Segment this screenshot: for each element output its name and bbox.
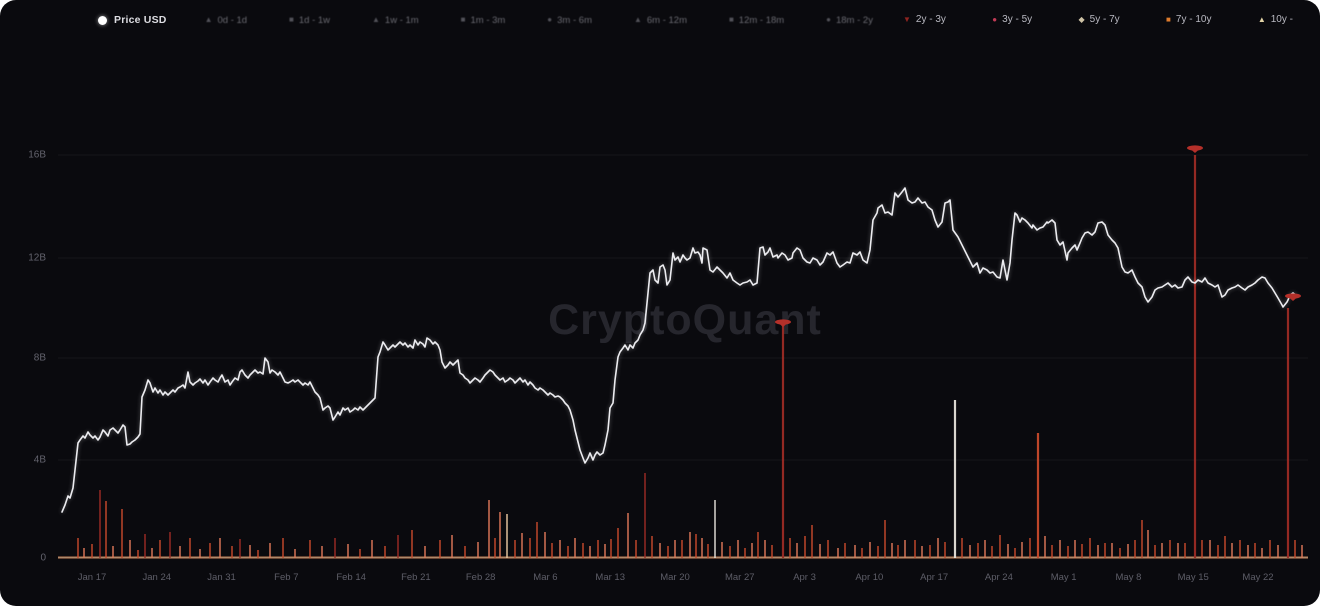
legend-item-10y-[interactable]: ▲ 10y -: [1258, 14, 1293, 25]
legend-marker-icon: ●: [826, 15, 831, 24]
legend-item-inactive[interactable]: ● 3m - 6m: [547, 15, 592, 26]
y-axis-tick: 16B: [28, 149, 46, 161]
legend-label: 6m - 12m: [646, 14, 687, 26]
x-axis-tick: May 1: [1050, 572, 1077, 583]
legend-bar: Price USD ▲ 0d - 1d ■ 1d - 1w ▲ 1w - 1m ■ 1m - …: [0, 14, 1320, 40]
legend-price-label: Price USD: [114, 14, 167, 26]
price-dot-icon: [98, 15, 107, 25]
spike-top-markers: [775, 145, 1301, 327]
x-axis-tick: Apr 17: [920, 572, 949, 583]
x-axis-tick: May 22: [1242, 572, 1274, 583]
legend-item-inactive[interactable]: ■ 12m - 18m: [729, 15, 784, 26]
spike-bars: [77, 155, 1303, 558]
legend-label: 3m - 6m: [557, 14, 592, 26]
x-axis-tick: Feb 14: [336, 572, 366, 583]
x-axis-tick: Feb 7: [274, 572, 299, 583]
legend-inactive-group: ▲ 0d - 1d ■ 1d - 1w ▲ 1w - 1m ■ 1m - 3m ● 3m - 6m…: [205, 15, 873, 26]
legend-item-inactive[interactable]: ■ 1m - 3m: [461, 15, 506, 26]
x-axis-tick: Jan 24: [142, 572, 172, 583]
x-axis-tick: May 8: [1115, 572, 1142, 583]
x-axis-tick: Feb 28: [465, 572, 496, 583]
legend-label: 3y - 5y: [1002, 14, 1033, 25]
legend-item-inactive[interactable]: ▲ 1w - 1m: [372, 15, 419, 26]
x-axis-tick: Mar 13: [595, 572, 626, 583]
legend-marker-icon: ▲: [633, 15, 642, 24]
legend-marker-icon: ■: [1166, 14, 1171, 24]
grid-lines: [58, 154, 1308, 559]
legend-label: 5y - 7y: [1089, 14, 1120, 25]
x-axis-tick: Feb 21: [401, 572, 431, 583]
legend-item-inactive[interactable]: ▲ 6m - 12m: [634, 15, 687, 26]
legend-item-inactive[interactable]: ■ 1d - 1w: [289, 15, 330, 26]
y-axis-tick: 4B: [33, 454, 46, 466]
legend-marker-icon: ●: [992, 14, 998, 24]
x-axis-tick: Jan 17: [77, 572, 107, 583]
x-axis-tick: Apr 3: [793, 572, 816, 583]
legend-marker-icon: ■: [460, 15, 466, 24]
legend-item-5y-7y[interactable]: ◆ 5y - 7y: [1079, 14, 1120, 25]
y-axis-tick: 0: [40, 552, 46, 564]
baseline-strip: [58, 556, 1308, 559]
legend-marker-icon: ▲: [204, 15, 213, 24]
x-axis-tick: Apr 24: [984, 572, 1013, 583]
legend-label: 2y - 3y: [915, 14, 946, 25]
x-axis-tick: Jan 31: [207, 572, 236, 583]
x-axis-tick: Apr 10: [855, 572, 884, 583]
legend-label: 0d - 1d: [217, 14, 248, 26]
legend-marker-icon: ■: [728, 15, 734, 24]
legend-label: 7y - 10y: [1175, 14, 1212, 25]
legend-marker-icon: ▲: [1257, 14, 1266, 24]
legend-item-price-usd[interactable]: Price USD: [98, 14, 167, 26]
legend-label: 1d - 1w: [298, 14, 331, 26]
legend-label: 12m - 18m: [738, 14, 785, 26]
x-axis-tick: Mar 6: [533, 572, 558, 583]
legend-item-inactive[interactable]: ▲ 0d - 1d: [205, 15, 248, 26]
legend-label: 1m - 3m: [470, 14, 506, 26]
legend-item-3y-5y[interactable]: ● 3y - 5y: [992, 14, 1032, 25]
price-line: [61, 187, 1298, 513]
y-axis-tick: 8B: [33, 352, 46, 364]
legend-label: 10y -: [1270, 14, 1293, 25]
legend-marker-icon: ◆: [1078, 14, 1085, 24]
legend-marker-icon: ■: [289, 15, 294, 24]
legend-marker-icon: ▲: [371, 15, 380, 24]
legend-active-group: ▼ 2y - 3y ● 3y - 5y ◆ 5y - 7y ■ 7y - 10y ▲ 10y -: [903, 14, 1293, 25]
legend-label: 1w - 1m: [384, 14, 419, 26]
x-axis-tick: Mar 27: [724, 572, 755, 583]
x-axis-tick: May 15: [1177, 572, 1209, 583]
legend-marker-icon: ●: [547, 15, 553, 24]
x-axis-tick: Mar 20: [660, 572, 690, 583]
legend-marker-icon: ▼: [903, 14, 911, 24]
legend-label: 18m - 2y: [835, 14, 873, 26]
y-axis-tick: 12B: [28, 252, 46, 264]
legend-item-2y-3y[interactable]: ▼ 2y - 3y: [903, 14, 946, 25]
legend-item-inactive[interactable]: ● 18m - 2y: [826, 15, 873, 26]
legend-item-7y-10y[interactable]: ■ 7y - 10y: [1166, 14, 1211, 25]
